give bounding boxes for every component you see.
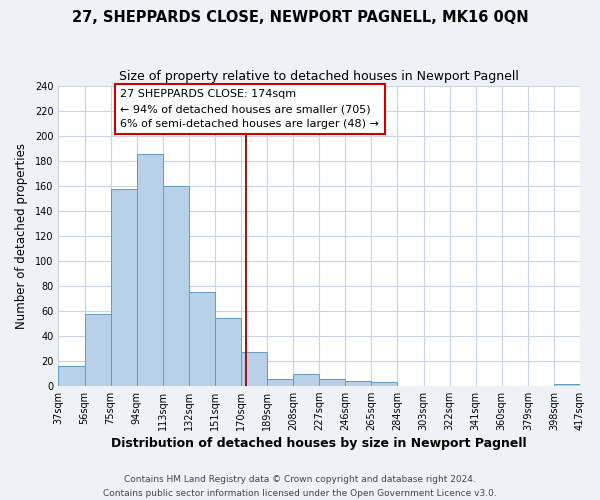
Bar (189, 292, 215, 386)
Bar (137, 154, 163, 386)
Bar (319, 380, 345, 386)
Bar (215, 318, 241, 386)
Bar (267, 380, 293, 386)
Bar (163, 186, 189, 386)
Bar (241, 352, 267, 386)
Bar (110, 190, 137, 386)
Y-axis label: Number of detached properties: Number of detached properties (15, 142, 28, 328)
Title: Size of property relative to detached houses in Newport Pagnell: Size of property relative to detached ho… (119, 70, 519, 83)
Bar (371, 382, 397, 386)
Bar (293, 374, 319, 386)
Text: 27, SHEPPARDS CLOSE, NEWPORT PAGNELL, MK16 0QN: 27, SHEPPARDS CLOSE, NEWPORT PAGNELL, MK… (71, 10, 529, 25)
Bar (345, 380, 371, 386)
Bar (58, 366, 85, 386)
Bar (85, 314, 110, 386)
X-axis label: Distribution of detached houses by size in Newport Pagnell: Distribution of detached houses by size … (112, 437, 527, 450)
Bar (554, 384, 580, 386)
Text: 27 SHEPPARDS CLOSE: 174sqm
← 94% of detached houses are smaller (705)
6% of semi: 27 SHEPPARDS CLOSE: 174sqm ← 94% of deta… (120, 90, 379, 129)
Text: Contains HM Land Registry data © Crown copyright and database right 2024.
Contai: Contains HM Land Registry data © Crown c… (103, 476, 497, 498)
